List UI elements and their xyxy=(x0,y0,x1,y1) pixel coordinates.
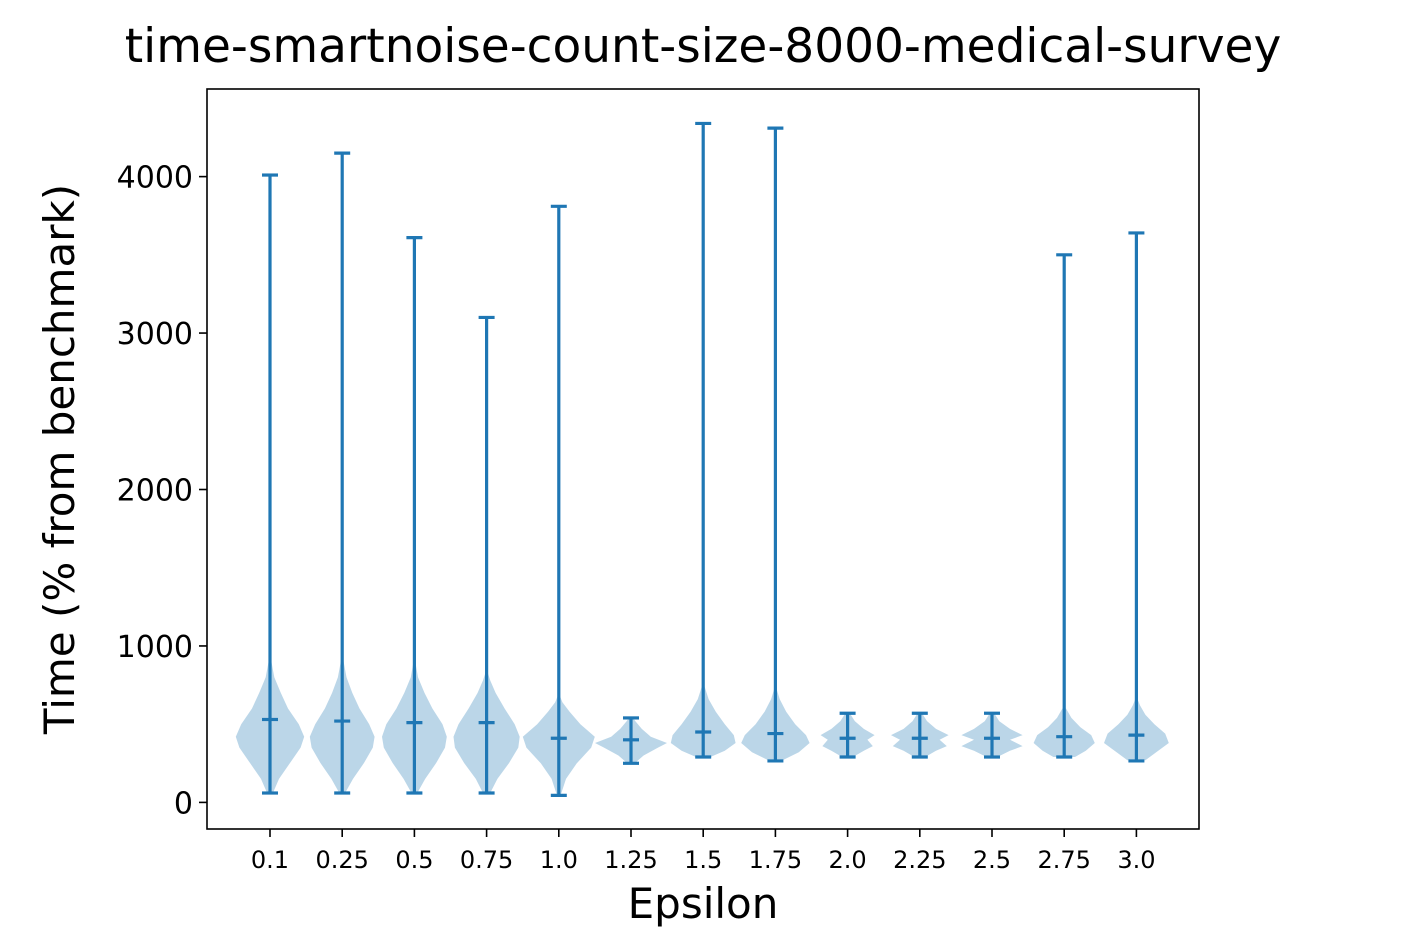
y-tick-label: 1000 xyxy=(117,630,193,665)
violin-group xyxy=(235,121,1169,797)
chart-title: time-smartnoise-count-size-8000-medical-… xyxy=(125,19,1282,74)
x-tick-label: 2.0 xyxy=(829,846,867,874)
x-tick-label: 1.5 xyxy=(684,846,722,874)
x-tick-label: 0.25 xyxy=(315,846,368,874)
y-tick-label: 0 xyxy=(174,786,193,821)
x-tick-label: 1.75 xyxy=(749,846,802,874)
y-tick-label: 4000 xyxy=(117,161,193,196)
x-tick-label: 1.0 xyxy=(540,846,578,874)
x-tick-label: 1.25 xyxy=(604,846,657,874)
x-tick-label: 0.5 xyxy=(395,846,433,874)
x-tick-label: 2.5 xyxy=(973,846,1011,874)
x-tick-label: 2.75 xyxy=(1037,846,1090,874)
y-axis-label: Time (% from benchmark) xyxy=(35,184,84,735)
x-tick-label: 3.0 xyxy=(1117,846,1155,874)
x-axis-label: Epsilon xyxy=(628,879,779,928)
x-tick-label: 0.1 xyxy=(251,846,289,874)
x-axis: 0.1 0.25 0.5 0.75 1.0 1.25 1.5 1.75 2.0 2.25 2.5 2.… xyxy=(251,829,1155,874)
y-axis: 0 1000 2000 3000 4000 xyxy=(117,161,207,821)
y-tick-label: 2000 xyxy=(117,474,193,509)
y-tick-label: 3000 xyxy=(117,317,193,352)
x-tick-label: 2.25 xyxy=(893,846,946,874)
x-tick-label: 0.75 xyxy=(460,846,513,874)
